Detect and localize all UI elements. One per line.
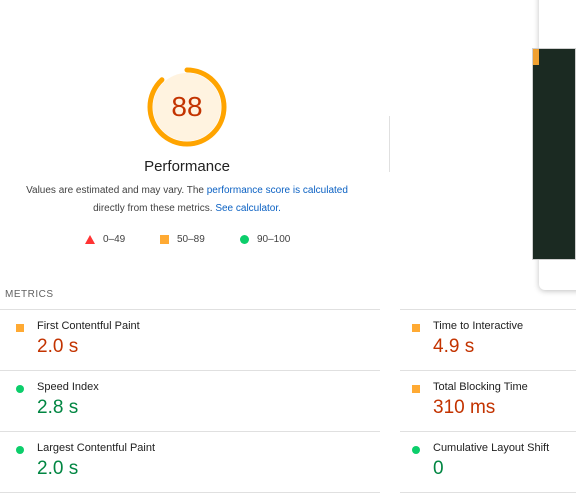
metric-divider — [400, 431, 576, 432]
pass-circle-icon — [16, 385, 24, 393]
performance-gauge: 88 — [147, 67, 227, 147]
metric-name: Speed Index — [37, 381, 99, 393]
legend-fail-label: 0–49 — [103, 234, 126, 245]
metric-divider — [0, 370, 380, 371]
fail-triangle-icon — [85, 235, 95, 244]
page-screenshot-thumbnail[interactable] — [532, 48, 576, 260]
metric-value: 2.0 s — [37, 458, 79, 479]
metric-divider — [400, 370, 576, 371]
metric-name: Cumulative Layout Shift — [433, 442, 550, 454]
performance-score: 88 — [171, 91, 203, 122]
score-description-line2: directly from these metrics. See calcula… — [0, 203, 374, 214]
legend-fail: 0–49 — [85, 234, 125, 245]
metrics-title: METRICS — [5, 289, 54, 300]
legend-pass: 90–100 — [240, 234, 290, 245]
see-calculator-link[interactable]: See calculator. — [215, 203, 281, 214]
metric-value: 310 ms — [433, 397, 496, 418]
metric-name: First Contentful Paint — [37, 320, 140, 332]
description-middle: directly from these metrics. — [93, 203, 216, 214]
metric-value: 4.9 s — [433, 336, 475, 357]
gauge-label: Performance — [144, 158, 230, 175]
metric-name: Total Blocking Time — [433, 381, 528, 393]
performance-score-link[interactable]: performance score is calculated — [206, 185, 348, 196]
metric-value: 0 — [433, 458, 444, 479]
metric-divider — [0, 309, 380, 310]
average-square-icon — [160, 235, 169, 244]
average-square-icon — [16, 324, 24, 332]
metric-divider — [0, 492, 380, 493]
metric-name: Largest Contentful Paint — [37, 442, 156, 454]
metric-divider — [0, 431, 380, 432]
average-square-icon — [412, 324, 420, 332]
metric-divider — [400, 309, 576, 310]
average-square-icon — [412, 385, 420, 393]
gauge-background — [153, 73, 221, 141]
gauge-ring — [147, 67, 227, 147]
pass-circle-icon — [16, 446, 24, 454]
divider-vertical — [389, 116, 390, 172]
pass-circle-icon — [240, 235, 249, 244]
legend-average: 50–89 — [160, 234, 205, 245]
metric-value: 2.0 s — [37, 336, 79, 357]
score-description-line1: Values are estimated and may vary. The p… — [0, 185, 374, 196]
description-prefix: Values are estimated and may vary. The — [26, 185, 207, 196]
metric-name: Time to Interactive — [433, 320, 524, 332]
legend-average-label: 50–89 — [177, 234, 205, 245]
pass-circle-icon — [412, 446, 420, 454]
metric-divider — [400, 492, 576, 493]
thumbnail-highlight — [533, 49, 539, 65]
gauge-arc — [147, 67, 227, 147]
legend-pass-label: 90–100 — [257, 234, 291, 245]
metric-value: 2.8 s — [37, 397, 79, 418]
